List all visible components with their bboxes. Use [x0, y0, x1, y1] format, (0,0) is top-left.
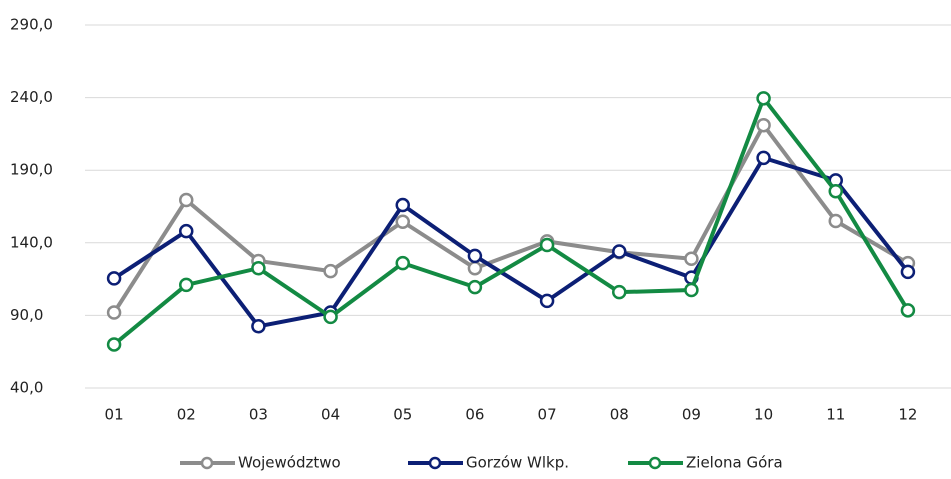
- legend-marker: [648, 456, 662, 470]
- point: [106, 271, 122, 286]
- series-line: [112, 123, 909, 314]
- point: [539, 237, 555, 253]
- x-tick-label: 05: [393, 406, 412, 424]
- point: [106, 305, 122, 320]
- x-tick-label: 07: [538, 406, 557, 424]
- x-tick-label: 09: [682, 406, 701, 424]
- point: [179, 223, 194, 239]
- legend-label: Gorzów Wlkp.: [466, 454, 569, 472]
- y-tick-label: 140,0: [10, 233, 53, 251]
- point: [612, 244, 627, 259]
- x-tick-label: 01: [105, 406, 124, 424]
- y-tick-label: 240,0: [10, 88, 53, 106]
- point: [612, 284, 627, 300]
- series-line: [112, 155, 910, 329]
- point: [467, 260, 483, 276]
- point: [323, 309, 338, 325]
- y-tick-label: 190,0: [10, 161, 53, 179]
- point: [395, 197, 410, 213]
- point: [467, 279, 483, 295]
- x-tick-label: 10: [754, 406, 773, 424]
- point: [900, 303, 916, 318]
- x-tick-label: 04: [321, 406, 340, 424]
- point: [395, 214, 410, 229]
- x-tick-label: 08: [610, 406, 629, 424]
- point: [106, 337, 122, 352]
- point: [539, 293, 555, 309]
- x-tick-label: 12: [898, 406, 917, 424]
- y-tick-label: 90,0: [10, 306, 43, 324]
- point: [756, 150, 771, 166]
- point: [684, 282, 699, 298]
- point: [323, 263, 338, 279]
- legend-label: Województwo: [238, 454, 341, 472]
- legend-marker: [428, 456, 442, 470]
- series-line: [112, 96, 910, 346]
- point: [684, 251, 699, 267]
- point: [828, 213, 843, 229]
- point: [756, 117, 771, 133]
- y-tick-label: 40,0: [10, 379, 43, 397]
- point: [395, 255, 410, 271]
- point: [900, 264, 916, 280]
- point: [828, 184, 843, 199]
- legend-marker: [200, 456, 214, 470]
- point: [179, 277, 194, 293]
- x-tick-label: 06: [465, 406, 484, 424]
- point: [467, 248, 483, 264]
- point: [251, 260, 266, 276]
- point: [179, 192, 194, 208]
- legend-label: Zielona Góra: [686, 454, 783, 472]
- x-tick-label: 11: [826, 406, 845, 424]
- y-tick-label: 290,0: [10, 16, 53, 34]
- point: [251, 319, 266, 334]
- point: [756, 91, 771, 106]
- x-tick-label: 03: [249, 406, 268, 424]
- x-tick-label: 02: [177, 406, 196, 424]
